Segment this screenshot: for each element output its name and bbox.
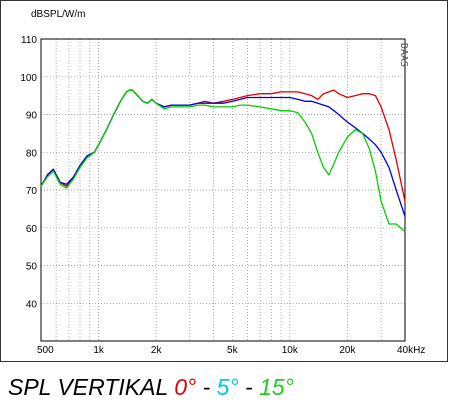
- y-tick-label: 60: [26, 224, 38, 235]
- x-tick-labels: 500 1k 2k 5k 10k 20k 40kHz: [37, 345, 425, 356]
- y-tick-label: 50: [26, 262, 38, 273]
- x-tick-label: 1k: [93, 345, 105, 356]
- y-tick-label: 70: [26, 186, 38, 197]
- y-tick-label: 40: [26, 299, 38, 310]
- caption-angle-5: 5°: [216, 374, 239, 400]
- y-axis-label: dBSPL/W/m: [31, 9, 85, 20]
- grid: [41, 39, 405, 341]
- chart-frame: dBSPL/W/m DAAS 500 1k 2k 5k 10k 20k 40kHz 110 1…: [0, 0, 448, 362]
- caption-separator: -: [238, 374, 260, 400]
- caption-angle-0: 0°: [174, 374, 197, 400]
- y-tick-label: 100: [20, 73, 37, 84]
- x-tick-label: 500: [37, 345, 54, 356]
- x-tick-label: 10k: [282, 345, 299, 356]
- daas-watermark: DAAS: [398, 43, 409, 67]
- x-tick-label: 20k: [339, 345, 356, 356]
- y-tick-labels: 110 100 90 80 70 60 50 40: [20, 35, 37, 310]
- x-tick-label: 2k: [151, 345, 163, 356]
- axes: [40, 38, 406, 342]
- caption-separator: -: [196, 374, 217, 400]
- frequency-response-chart: dBSPL/W/m DAAS 500 1k 2k 5k 10k 20k 40kHz 1101…: [20, 9, 425, 356]
- y-tick-label: 90: [26, 111, 38, 122]
- chart-caption: SPL VERTIKAL 0° - 5° - 15°: [8, 374, 294, 401]
- caption-angle-15: 15°: [259, 374, 294, 400]
- series-lines: [40, 89, 406, 232]
- plot-area-border: [40, 38, 406, 342]
- x-tick-label: 5k: [227, 345, 239, 356]
- series-line-2: [40, 89, 406, 232]
- x-tick-label: 40kHz: [397, 345, 425, 356]
- y-tick-label: 80: [26, 148, 38, 159]
- caption-prefix: SPL VERTIKAL: [8, 374, 175, 400]
- y-tick-label: 110: [21, 35, 37, 46]
- series-line-1: [40, 89, 406, 217]
